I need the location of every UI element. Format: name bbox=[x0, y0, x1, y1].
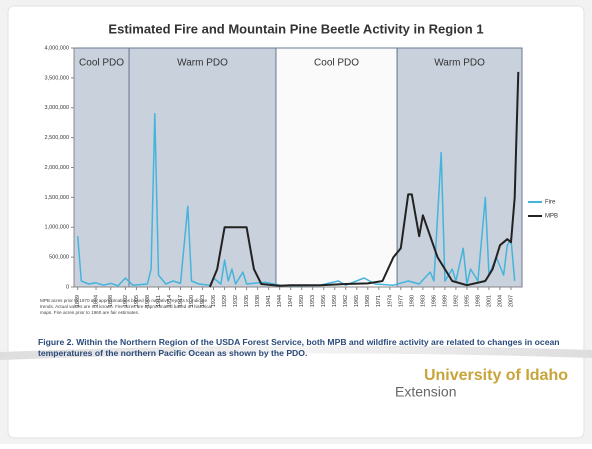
x-tick-label: 1968 bbox=[365, 295, 371, 307]
x-tick-label: 1959 bbox=[332, 295, 338, 307]
x-tick-label: 1894 bbox=[93, 295, 99, 307]
x-tick-label: 1917 bbox=[178, 295, 184, 307]
x-tick-label: 1983 bbox=[420, 295, 426, 307]
x-tick-label: 1980 bbox=[409, 295, 415, 307]
chart: Cool PDO Warm PDO Cool PDO Warm PDO 0 500,000… bbox=[45, 45, 558, 307]
y-tick-label: 3,500,000 bbox=[45, 75, 69, 81]
x-tick-label: 1938 bbox=[255, 295, 261, 307]
logo-name: University of Idaho bbox=[424, 367, 568, 384]
x-tick-label: 1914 bbox=[167, 295, 173, 307]
x-tick-label: 1929 bbox=[222, 295, 228, 307]
y-tick-label: 3,000,000 bbox=[45, 105, 69, 111]
legend-label: Fire bbox=[545, 200, 556, 206]
x-tick-label: 1926 bbox=[211, 295, 217, 307]
pdo-region-label: Cool PDO bbox=[79, 58, 124, 69]
y-tick-label: 2,500,000 bbox=[45, 135, 69, 141]
x-tick-label: 1935 bbox=[244, 295, 250, 307]
pdo-region bbox=[275, 47, 398, 288]
decor-swoosh bbox=[0, 345, 592, 360]
x-tick-label: 1974 bbox=[387, 295, 393, 307]
y-tick-label: 1,000,000 bbox=[45, 225, 69, 231]
x-tick-label: 1971 bbox=[376, 295, 382, 307]
y-tick-label: 1,500,000 bbox=[45, 195, 69, 201]
x-tick-label: 1965 bbox=[354, 295, 360, 307]
x-tick-label: 1989 bbox=[442, 295, 448, 307]
note: MPB acres prior to 1970 are approximatio… bbox=[40, 298, 213, 315]
pdo-region bbox=[128, 47, 277, 288]
y-tick-label: 0 bbox=[66, 284, 69, 290]
x-tick-label: 1995 bbox=[464, 295, 470, 307]
x-tick-label: 1905 bbox=[134, 295, 140, 307]
caption-box: Figure 2. Within the Northern Region of … bbox=[38, 337, 560, 358]
legend-label: MPB bbox=[545, 214, 558, 220]
chart-title: Estimated Fire and Mountain Pine Beetle … bbox=[108, 21, 483, 36]
x-tick-label: 1944 bbox=[277, 295, 283, 307]
note-box: MPB acres prior to 1970 are approximatio… bbox=[40, 298, 213, 315]
x-tick-label: 1923 bbox=[200, 295, 206, 307]
x-tick-label: 1902 bbox=[123, 295, 129, 307]
y-tick-label: 4,000,000 bbox=[45, 45, 69, 51]
pdo-region bbox=[396, 47, 523, 288]
x-tick-label: 1920 bbox=[189, 295, 195, 307]
pdo-region-label: Warm PDO bbox=[434, 58, 485, 69]
pdo-region-label: Warm PDO bbox=[177, 58, 228, 69]
logo-unit: Extension bbox=[395, 384, 456, 400]
pdo-region bbox=[73, 47, 130, 288]
x-tick-label: 1992 bbox=[453, 295, 459, 307]
x-tick-label: 2007 bbox=[508, 295, 514, 307]
x-tick-label: 1911 bbox=[156, 295, 162, 307]
series-line bbox=[208, 71, 520, 288]
pdo-region-label: Cool PDO bbox=[314, 58, 359, 69]
y-tick-label: 500,000 bbox=[49, 255, 69, 261]
x-tick-label: 1889 bbox=[75, 295, 81, 307]
x-tick-label: 1898 bbox=[108, 295, 114, 307]
series-line bbox=[76, 112, 516, 287]
x-tick-label: 1953 bbox=[310, 295, 316, 307]
x-tick-label: 1941 bbox=[266, 295, 272, 307]
x-tick-label: 1908 bbox=[145, 295, 151, 307]
caption: Figure 2. Within the Northern Region of … bbox=[38, 337, 560, 358]
x-tick-label: 1986 bbox=[431, 295, 437, 307]
x-tick-label: 1977 bbox=[398, 295, 404, 307]
x-tick-label: 1962 bbox=[343, 295, 349, 307]
x-tick-label: 2001 bbox=[486, 295, 492, 307]
x-tick-label: 1947 bbox=[288, 295, 294, 307]
x-tick-label: 1998 bbox=[475, 295, 481, 307]
x-tick-label: 2004 bbox=[497, 295, 503, 307]
x-tick-label: 1932 bbox=[233, 295, 239, 307]
y-tick-label: 2,000,000 bbox=[45, 165, 69, 171]
x-tick-label: 1956 bbox=[321, 295, 327, 307]
x-tick-label: 1950 bbox=[299, 295, 305, 307]
